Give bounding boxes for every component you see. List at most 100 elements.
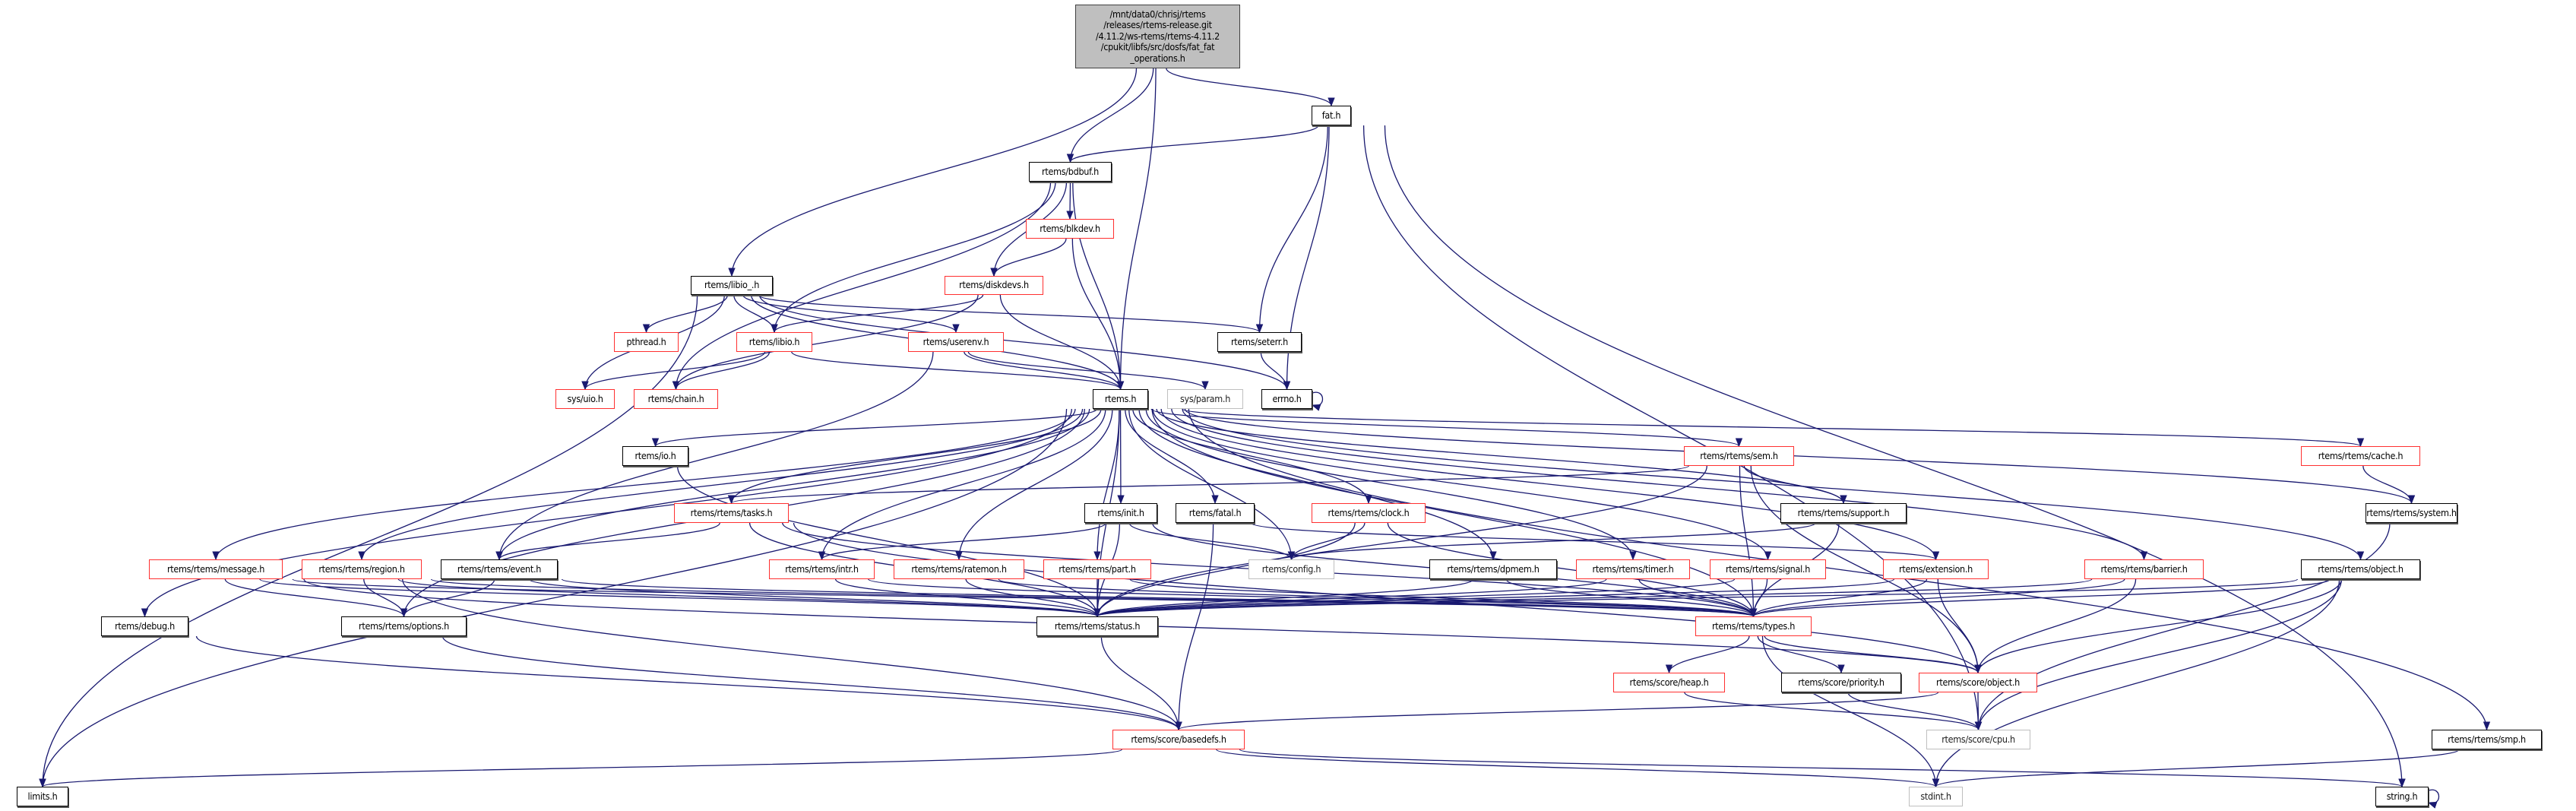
edge-extension-to-types	[1749, 578, 1928, 618]
edge-system-to-cpu	[1974, 522, 2391, 731]
node-string[interactable]: string.h	[2375, 787, 2429, 806]
node-region[interactable]: rtems/rtems/region.h	[302, 559, 422, 579]
edge-bdbuf-to-rtems	[1072, 181, 1125, 391]
edge-rtems-to-clock	[1132, 408, 1372, 505]
edge-init-to-config	[1128, 522, 1296, 561]
node-types[interactable]: rtems/rtems/types.h	[1695, 616, 1812, 636]
edge-sem-to-sobject	[1750, 465, 1982, 674]
node-signal[interactable]: rtems/rtems/signal.h	[1710, 559, 1826, 579]
node-limits[interactable]: limits.h	[17, 787, 68, 806]
node-tasks[interactable]: rtems/rtems/tasks.h	[674, 503, 789, 523]
node-heap[interactable]: rtems/score/heap.h	[1613, 673, 1725, 692]
edge-rtems-to-message	[212, 408, 1076, 561]
edge-rtems-to-object	[1182, 408, 2364, 561]
node-smp[interactable]: rtems/rtems/smp.h	[2432, 730, 2542, 749]
edge-fat-to-cpu	[1362, 125, 1983, 731]
node-object[interactable]: rtems/rtems/object.h	[2301, 559, 2420, 579]
node-timer[interactable]: rtems/rtems/timer.h	[1576, 559, 1690, 579]
node-extension[interactable]: rtems/extension.h	[1883, 559, 1989, 579]
node-errno[interactable]: errno.h	[1261, 389, 1312, 409]
edge-message-to-status	[259, 578, 1101, 618]
edge-support-to-config	[1288, 522, 1817, 561]
edge-extension-to-status	[1093, 578, 1894, 618]
node-blkdev[interactable]: rtems/blkdev.h	[1026, 219, 1114, 239]
node-status[interactable]: rtems/rtems/status.h	[1036, 616, 1158, 636]
edge-sobject-to-basedefs	[1175, 692, 1939, 731]
node-rtems[interactable]: rtems.h	[1093, 389, 1148, 409]
edge-libio_-to-pthread	[642, 294, 729, 334]
edge-sem-to-status	[1093, 465, 1707, 618]
node-pthread[interactable]: pthread.h	[614, 332, 679, 352]
edge-types-to-priority	[1757, 635, 1845, 674]
edge-rtems-to-limits	[39, 408, 1068, 788]
edge-event-to-options	[400, 578, 495, 618]
edge-libio_-to-seterr	[758, 294, 1263, 334]
edge-fat-to-bdbuf	[1066, 125, 1319, 163]
edge-blkdev-to-rtems	[1071, 238, 1125, 391]
edge-diskdevs-to-chain	[672, 294, 979, 391]
edge-root-to-libio_	[728, 68, 1138, 277]
node-barrier[interactable]: rtems/rtems/barrier.h	[2084, 559, 2204, 579]
edge-basedefs-to-string	[1239, 749, 2405, 788]
node-fat[interactable]: fat.h	[1312, 106, 1351, 125]
edge-userenv-to-rtems	[964, 351, 1125, 391]
node-sobject[interactable]: rtems/score/object.h	[1919, 673, 2037, 692]
edge-basedefs-to-stdint	[1216, 749, 1939, 788]
edge-fat-to-string	[1384, 125, 2406, 788]
node-intr[interactable]: rtems/rtems/intr.h	[769, 559, 875, 579]
node-seterr[interactable]: rtems/seterr.h	[1217, 332, 1302, 352]
node-support[interactable]: rtems/rtems/support.h	[1780, 503, 1907, 523]
edge-io-to-status	[676, 465, 1101, 618]
node-libio[interactable]: rtems/libio.h	[736, 332, 812, 352]
node-libio-[interactable]: rtems/libio_.h	[691, 276, 773, 295]
edge-rtems-to-fatal	[1125, 408, 1219, 505]
edge-fatal-to-basedefs	[1175, 522, 1214, 731]
node-message[interactable]: rtems/rtems/message.h	[149, 559, 283, 579]
node-chain[interactable]: rtems/chain.h	[634, 389, 718, 409]
edge-libio-to-chain	[672, 351, 771, 391]
edge-diskdevs-to-libio	[771, 294, 984, 334]
node-cache[interactable]: rtems/rtems/cache.h	[2301, 446, 2420, 466]
edge-bdbuf-to-chain	[672, 181, 1052, 391]
edge-clock-to-status	[1093, 522, 1356, 618]
edge-init-to-intr	[818, 522, 1106, 561]
edge-dpmem-to-types	[1505, 578, 1758, 618]
node-basedefs[interactable]: rtems/score/basedefs.h	[1112, 730, 1245, 749]
node-diskdevs[interactable]: rtems/diskdevs.h	[945, 276, 1043, 295]
edge-libio_-to-errno	[758, 294, 1291, 391]
edge-sem-to-tasks	[728, 465, 1689, 505]
edge-userenv-to-event	[495, 351, 934, 561]
edge-rtems-to-types	[1151, 408, 1758, 618]
edge-smp-to-stdint	[1932, 749, 2460, 788]
node-dpmem[interactable]: rtems/rtems/dpmem.h	[1429, 559, 1557, 579]
node-system[interactable]: rtems/rtems/system.h	[2366, 503, 2457, 523]
edge-timer-to-status	[1093, 578, 1607, 618]
node-userenv[interactable]: rtems/userenv.h	[908, 332, 1004, 352]
edge-event-to-types	[561, 578, 1757, 618]
edge-tasks-to-event	[495, 522, 720, 561]
node-debug[interactable]: rtems/debug.h	[101, 616, 188, 636]
node-part[interactable]: rtems/rtems/part.h	[1043, 559, 1151, 579]
node-uio[interactable]: sys/uio.h	[555, 389, 615, 409]
node-options[interactable]: rtems/rtems/options.h	[341, 616, 467, 636]
edge-status-to-basedefs	[1100, 635, 1182, 731]
node-bdbuf[interactable]: rtems/bdbuf.h	[1029, 162, 1112, 182]
edge-rtems-to-smp	[1188, 408, 2491, 731]
node-init[interactable]: rtems/init.h	[1084, 503, 1157, 523]
node-root: /mnt/data0/chrisj/rtems /releases/rtems-…	[1075, 5, 1240, 68]
node-event[interactable]: rtems/rtems/event.h	[441, 559, 558, 579]
edge-seterr-to-errno	[1260, 351, 1291, 391]
edge-event-to-status	[528, 578, 1101, 618]
node-clock[interactable]: rtems/rtems/clock.h	[1312, 503, 1426, 523]
edge-intr-to-types	[868, 578, 1757, 618]
node-fatal[interactable]: rtems/fatal.h	[1176, 503, 1255, 523]
edge-rtems-to-dpmem	[1138, 408, 1497, 561]
edge-barrier-to-sobject	[1974, 578, 2137, 674]
node-io[interactable]: rtems/io.h	[622, 446, 688, 466]
node-ratemon[interactable]: rtems/rtems/ratemon.h	[894, 559, 1024, 579]
node-sem[interactable]: rtems/rtems/sem.h	[1684, 446, 1794, 466]
node-priority[interactable]: rtems/score/priority.h	[1781, 673, 1901, 692]
edge-rtems-to-intr	[818, 408, 1106, 561]
edge-object-to-types	[1750, 578, 2331, 618]
